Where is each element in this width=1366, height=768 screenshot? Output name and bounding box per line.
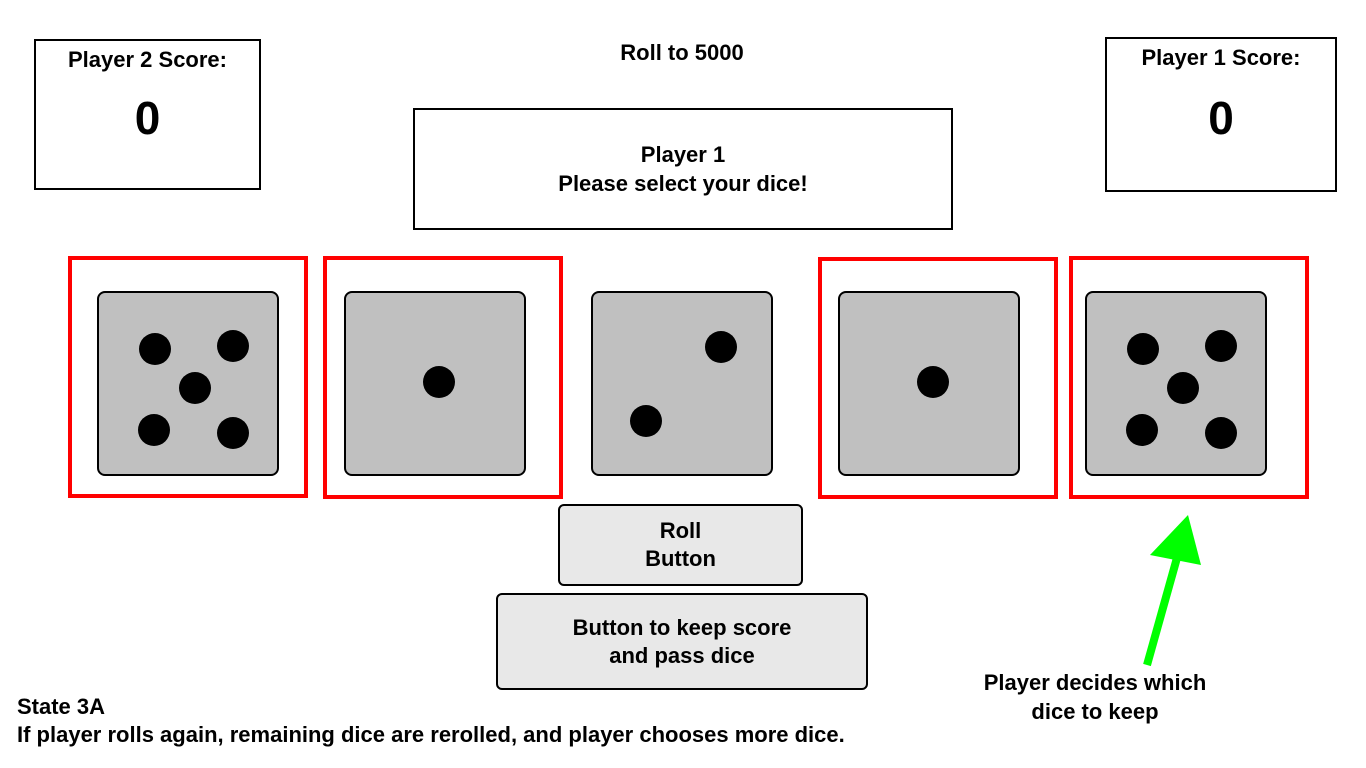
player-1-score-box: Player 1 Score: 0: [1105, 37, 1337, 192]
die-pip: [705, 331, 737, 363]
player-2-score-box: Player 2 Score: 0: [34, 39, 261, 190]
die-pip: [139, 333, 171, 365]
roll-button[interactable]: Roll Button: [558, 504, 803, 586]
die-pip: [423, 366, 455, 398]
die-pip: [179, 372, 211, 404]
die-5[interactable]: [1085, 291, 1267, 476]
message-instruction: Please select your dice!: [558, 171, 808, 196]
keep-score-button[interactable]: Button to keep score and pass dice: [496, 593, 868, 690]
player-1-score-label: Player 1 Score:: [1141, 45, 1301, 70]
die-3[interactable]: [591, 291, 773, 476]
selection-frame-4: [818, 257, 1058, 499]
die-2[interactable]: [344, 291, 526, 476]
die-pip: [917, 366, 949, 398]
message-box: Player 1 Please select your dice!: [413, 108, 953, 230]
player-2-score-value: 0: [134, 92, 161, 144]
die-pip: [138, 414, 170, 446]
keep-button-line1: Button to keep score: [572, 614, 792, 640]
die-pip: [1205, 330, 1237, 362]
selection-frame-2: [323, 256, 563, 499]
die-4[interactable]: [838, 291, 1020, 476]
die-pip: [1205, 417, 1237, 449]
state-description: If player rolls again, remaining dice ar…: [17, 722, 845, 747]
annotation-line1: Player decides which: [983, 670, 1207, 695]
player-2-score-label: Player 2 Score:: [68, 47, 227, 72]
green-arrow-icon: [1143, 515, 1201, 667]
game-title: Roll to 5000: [620, 40, 744, 65]
die-pip: [1167, 372, 1199, 404]
die-pip: [1126, 414, 1158, 446]
player-1-score-value: 0: [1208, 92, 1234, 144]
die-pip: [1127, 333, 1159, 365]
annotation-text: Player decides which dice to keep: [960, 668, 1230, 726]
selection-frame-5: [1069, 256, 1309, 499]
die-pip: [217, 417, 249, 449]
die-pip: [630, 405, 662, 437]
die-1[interactable]: [97, 291, 279, 476]
selection-frame-1: [68, 256, 308, 498]
die-pip: [217, 330, 249, 362]
roll-button-line1: Roll: [659, 518, 702, 543]
keep-button-line2: and pass dice: [609, 642, 755, 668]
roll-button-line2: Button: [645, 546, 716, 571]
message-player: Player 1: [640, 142, 726, 167]
annotation-line2: dice to keep: [1031, 699, 1159, 724]
state-title: State 3A: [17, 694, 106, 719]
